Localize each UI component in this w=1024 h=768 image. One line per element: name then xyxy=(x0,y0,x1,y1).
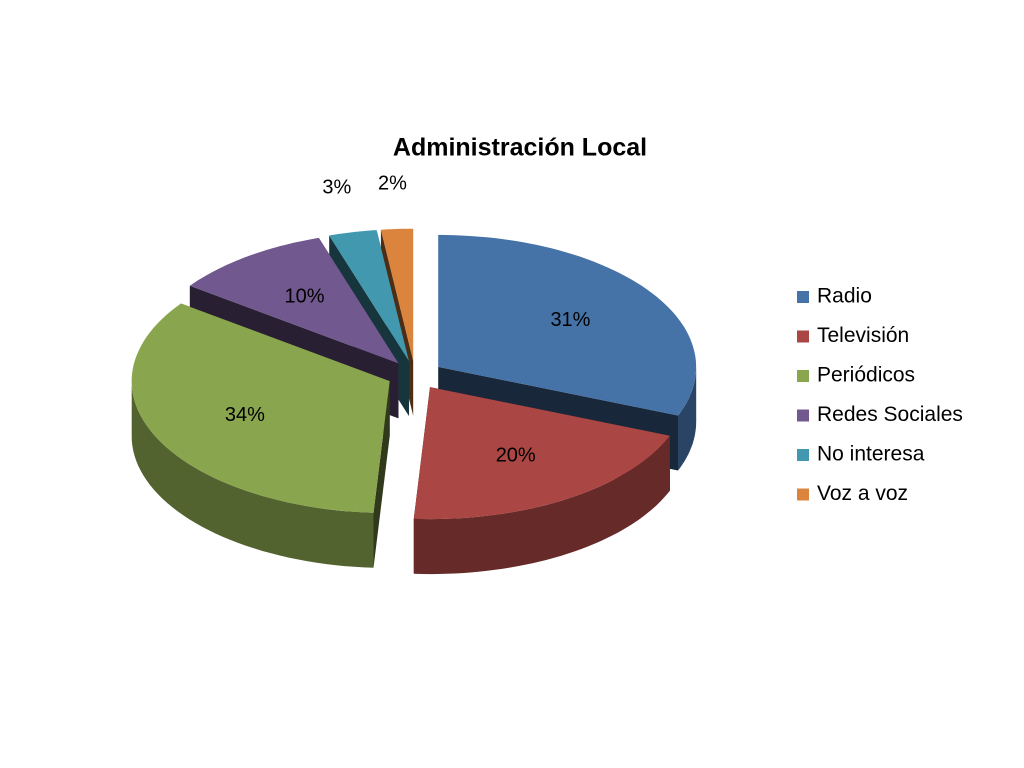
legend-label: Radio xyxy=(817,285,872,308)
slice-wall xyxy=(678,366,697,471)
legend-label: Redes Sociales xyxy=(817,403,963,426)
legend-label: Voz a voz xyxy=(817,482,908,505)
pie-slice xyxy=(438,234,697,416)
legend-swatch xyxy=(797,291,809,303)
data-label: 20% xyxy=(496,444,536,466)
legend-swatch xyxy=(797,330,809,343)
legend-swatch xyxy=(797,370,809,382)
pie-slice xyxy=(131,303,390,513)
slice-wall xyxy=(413,435,670,575)
legend-label: Periódicos xyxy=(817,364,915,387)
data-label: 10% xyxy=(285,285,325,307)
data-label: 31% xyxy=(550,309,590,331)
legend-label: No interesa xyxy=(817,443,925,466)
slice-wall xyxy=(131,381,374,568)
data-label: 3% xyxy=(322,176,351,198)
legend-swatch xyxy=(797,449,809,461)
legend-swatch xyxy=(797,488,809,501)
data-label: 2% xyxy=(378,172,407,194)
legend-label: Televisión xyxy=(817,324,909,347)
legend-swatch xyxy=(797,409,809,422)
pie-slice xyxy=(380,228,414,361)
pie-slice xyxy=(189,237,399,364)
chart-title: Administración Local xyxy=(393,134,647,162)
pie-slice xyxy=(413,387,670,520)
pie-slice xyxy=(329,230,409,361)
data-label: 34% xyxy=(225,404,265,426)
